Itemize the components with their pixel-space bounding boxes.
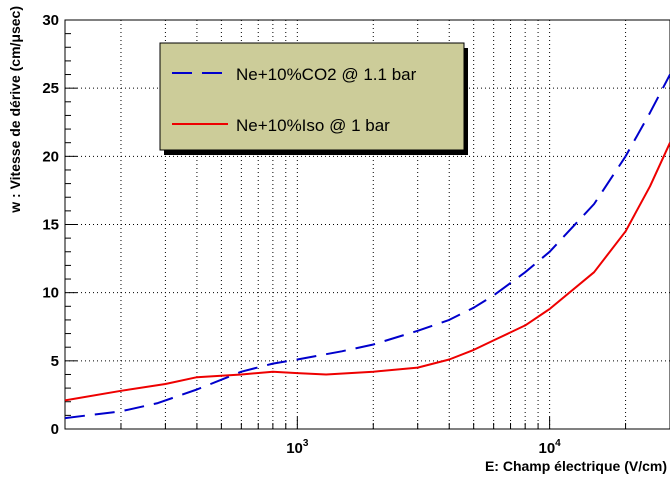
series-layer [64, 74, 670, 420]
y-tick-label: 0 [51, 421, 59, 438]
x-tick-label: 104 [538, 438, 561, 457]
x-tick-label: 103 [286, 438, 309, 457]
series-line-1 [64, 142, 670, 402]
y-tick-label: 10 [42, 285, 59, 302]
y-axis-title: w : Vitesse de dérive (cm/μsec) [7, 6, 23, 214]
legend-label-iso: Ne+10%Iso @ 1 bar [236, 116, 390, 135]
x-axis-title: E: Champ électrique (V/cm) [485, 458, 667, 474]
y-tick-label: 5 [51, 353, 59, 370]
y-tick-label: 30 [42, 12, 59, 29]
axes: 0 5 10 15 20 25 30 103 104 [42, 12, 670, 457]
y-tick-label: 25 [42, 80, 59, 97]
y-tick-label: 15 [42, 217, 59, 234]
series-line-0 [64, 74, 670, 420]
legend-box [159, 42, 465, 151]
legend-label-co2: Ne+10%CO2 @ 1.1 bar [236, 65, 417, 84]
y-tick-label: 20 [42, 148, 59, 165]
